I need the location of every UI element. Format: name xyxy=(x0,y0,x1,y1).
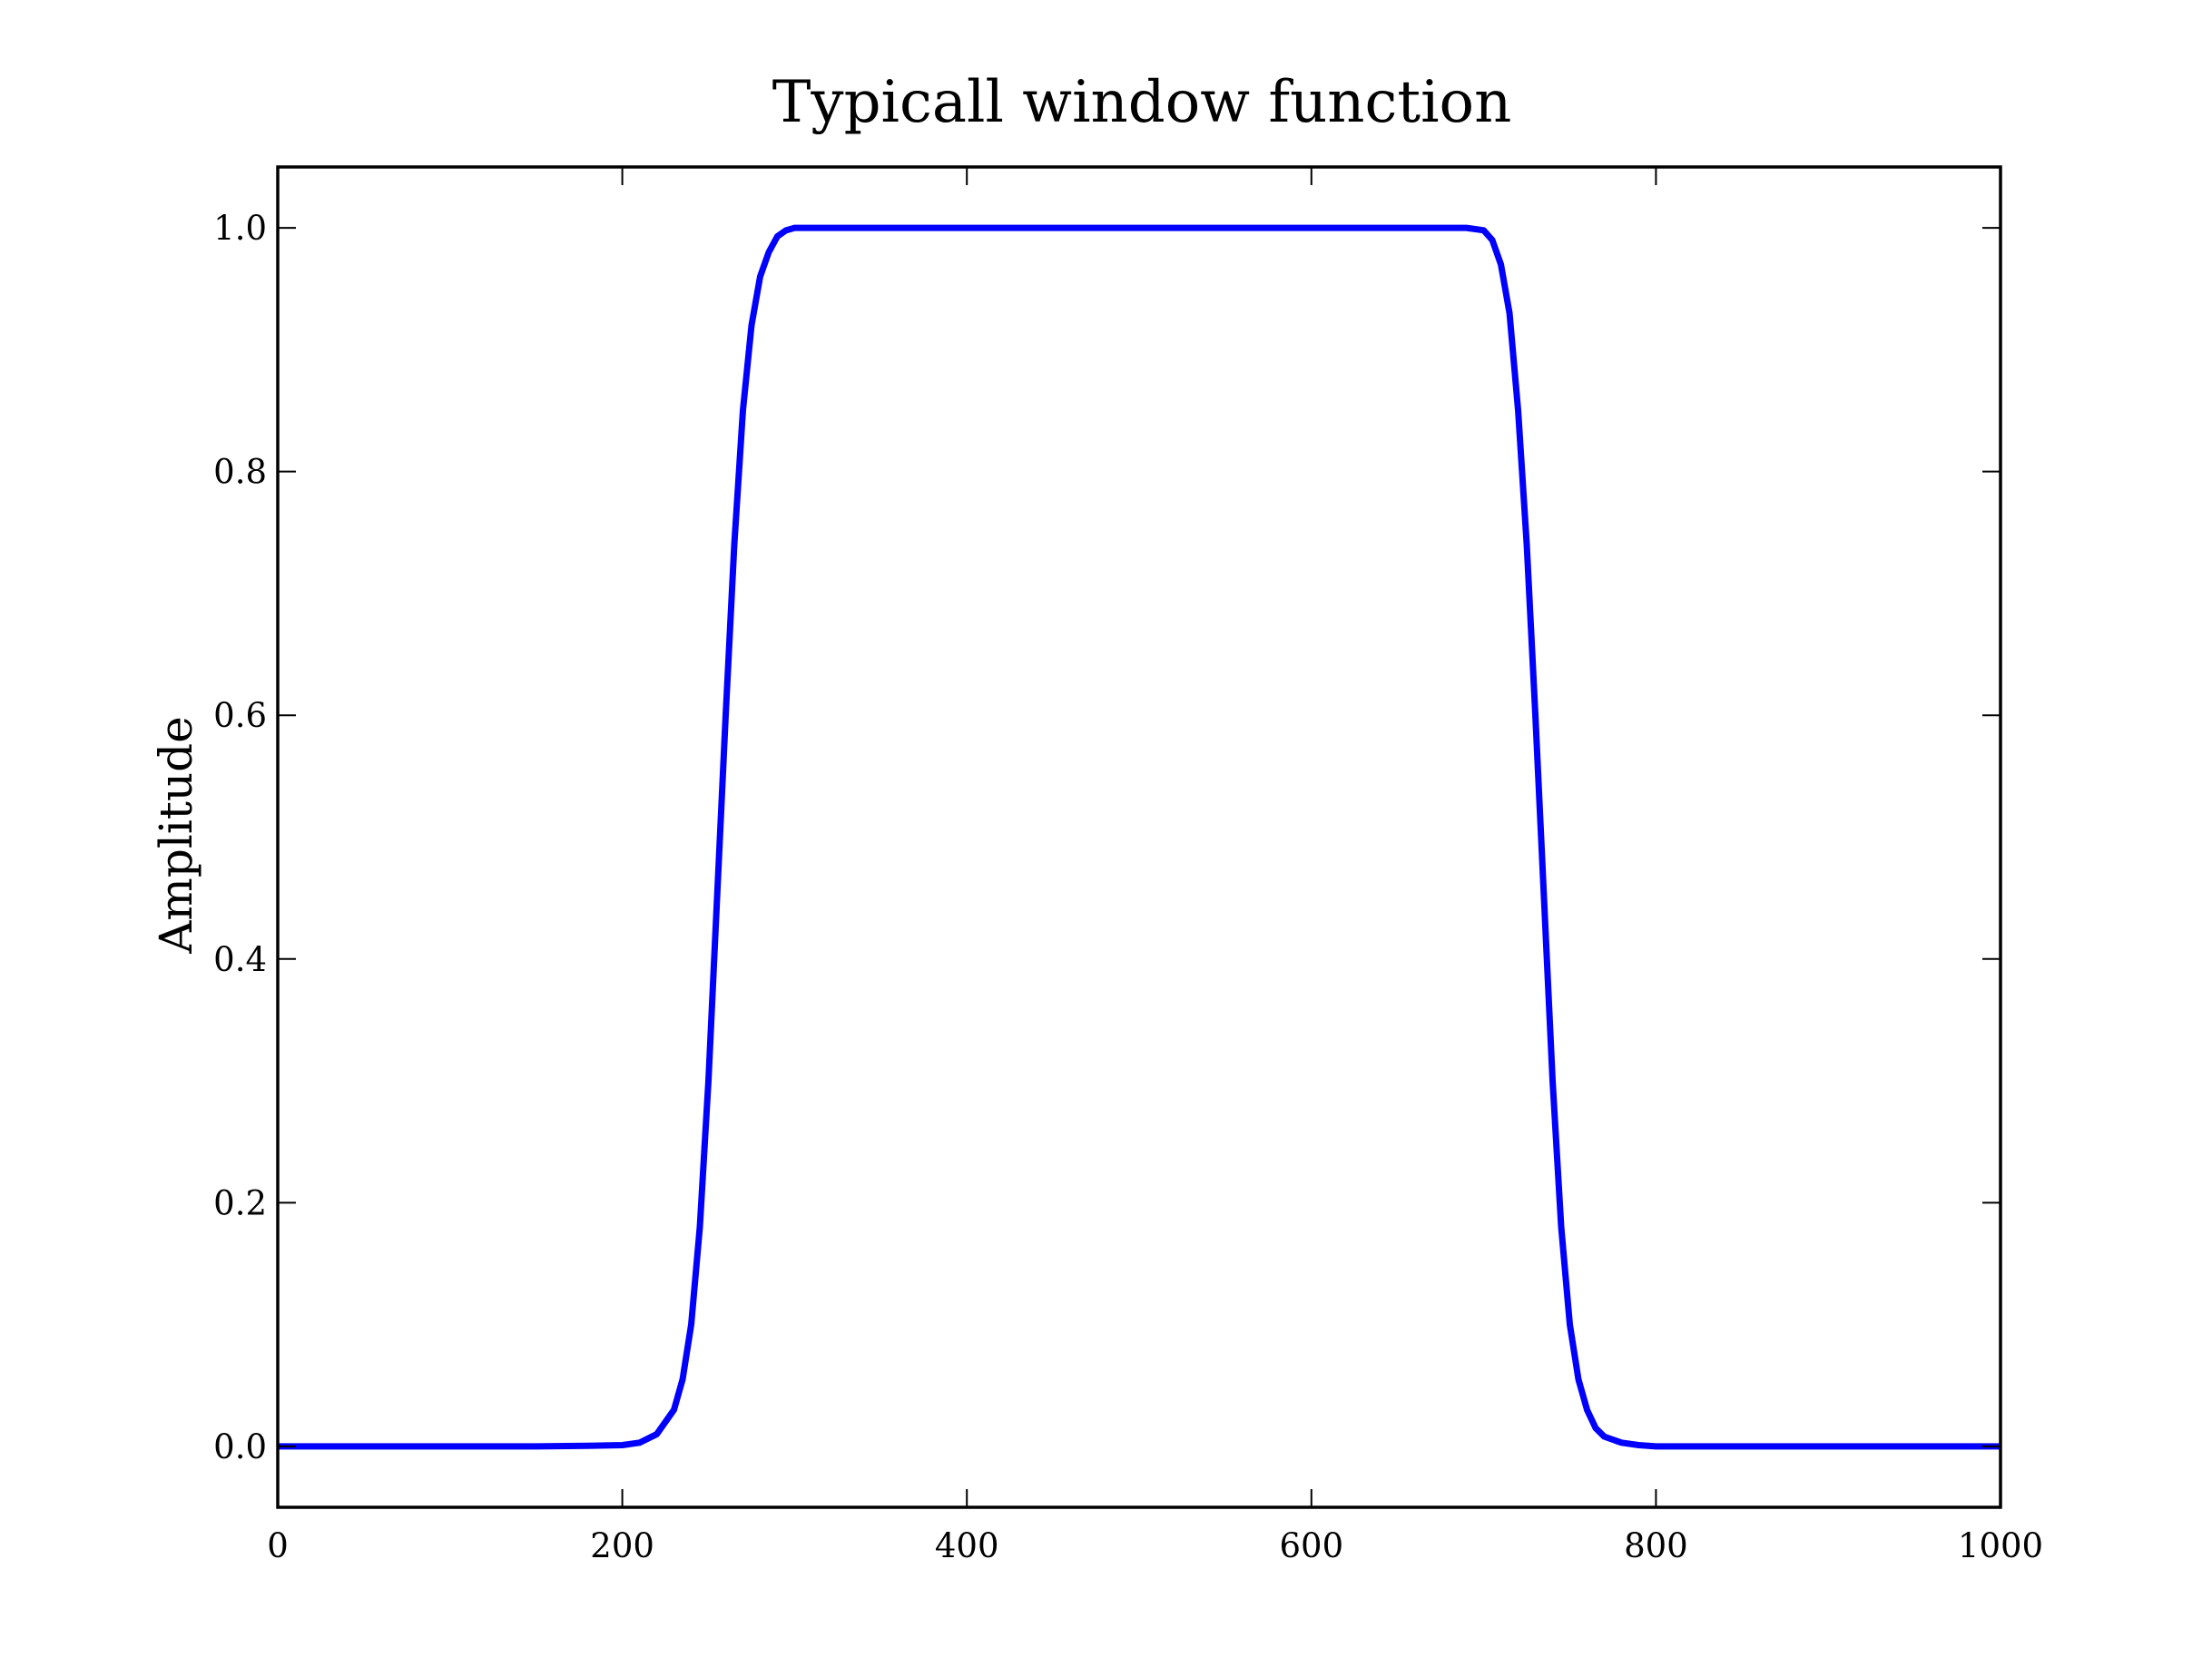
x-tick-label: 200 xyxy=(590,1526,654,1565)
x-tick-label: 600 xyxy=(1279,1526,1343,1565)
x-tick-label: 800 xyxy=(1624,1526,1688,1565)
x-tick-label: 1000 xyxy=(1958,1526,2043,1565)
x-tick-label: 400 xyxy=(935,1526,999,1565)
plot-area xyxy=(276,165,2002,1509)
y-tick-label: 1.0 xyxy=(213,209,267,248)
series-layer xyxy=(278,224,2001,1450)
tick-labels-layer: 0 200 400 600 800 1000 0.0 0.2 0.4 0.6 0.8 1.0 xyxy=(213,209,2043,1565)
axes-frame xyxy=(276,165,2002,1509)
y-tick-label: 0.2 xyxy=(213,1183,267,1222)
y-axis-label: Amplitude xyxy=(150,716,202,954)
y-tick-label: 0.0 xyxy=(213,1427,267,1466)
x-tick-label: 0 xyxy=(267,1526,289,1565)
series-line-0 xyxy=(278,224,2001,1450)
y-tick-label: 0.6 xyxy=(213,696,267,735)
chart-title: Typicall window function xyxy=(772,69,1512,136)
y-tick-label: 0.4 xyxy=(213,940,267,979)
y-tick-label: 0.8 xyxy=(213,453,267,492)
